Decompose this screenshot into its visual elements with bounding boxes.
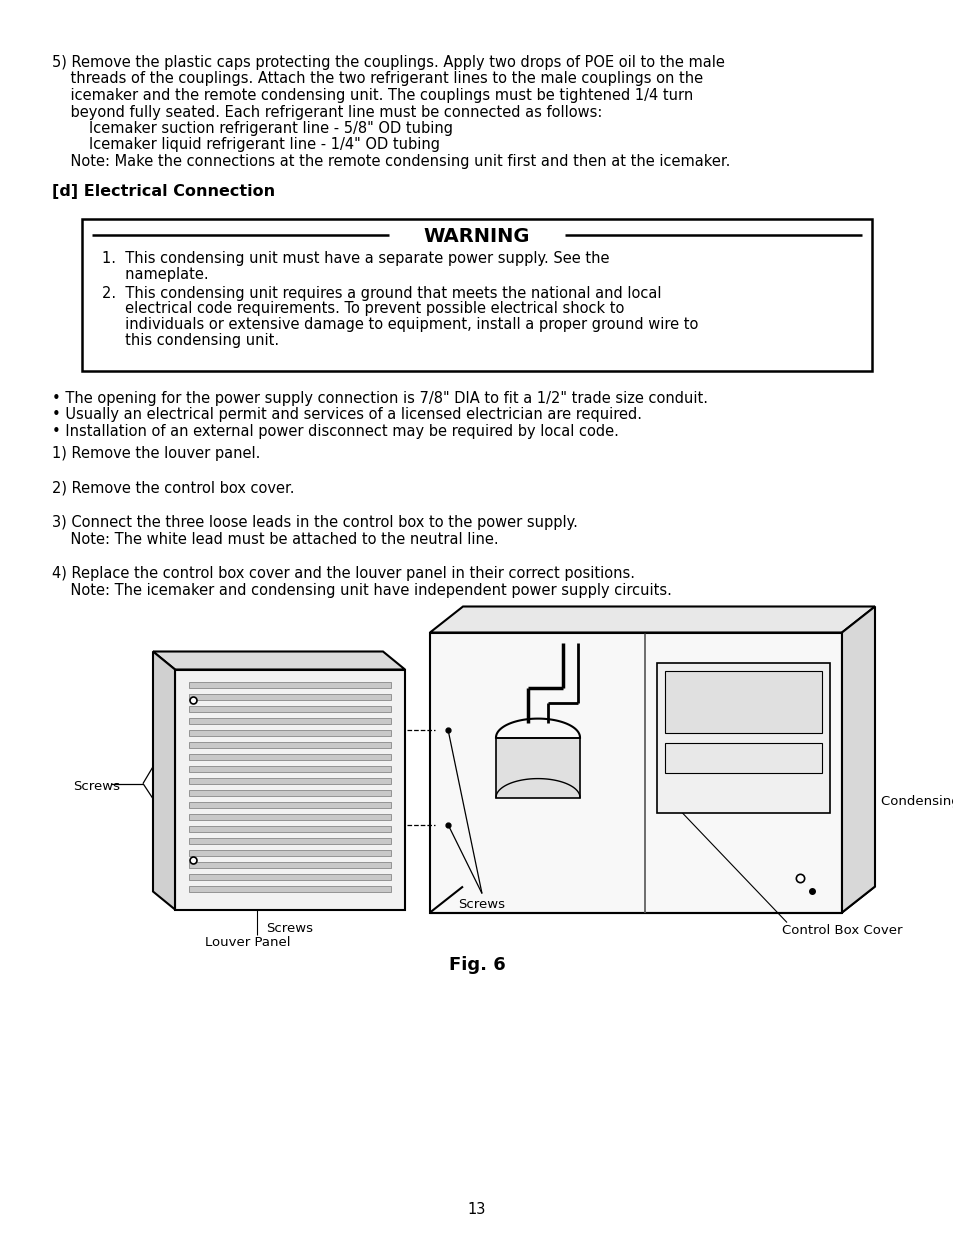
Text: Icemaker liquid refrigerant line - 1/4" OD tubing: Icemaker liquid refrigerant line - 1/4" … — [52, 137, 439, 152]
Text: electrical code requirements. To prevent possible electrical shock to: electrical code requirements. To prevent… — [102, 301, 623, 316]
Bar — [189, 850, 391, 856]
Text: 2.  This condensing unit requires a ground that meets the national and local: 2. This condensing unit requires a groun… — [102, 287, 660, 301]
Bar — [189, 730, 391, 736]
Text: [d] Electrical Connection: [d] Electrical Connection — [52, 184, 274, 199]
Bar — [189, 753, 391, 760]
Bar — [189, 682, 391, 688]
Bar — [189, 789, 391, 797]
Text: Screws: Screws — [73, 779, 120, 793]
Text: 4) Replace the control box cover and the louver panel in their correct positions: 4) Replace the control box cover and the… — [52, 566, 635, 580]
Bar — [189, 825, 391, 832]
Text: • The opening for the power supply connection is 7/8" DIA to fit a 1/2" trade si: • The opening for the power supply conne… — [52, 391, 707, 406]
Text: 1) Remove the louver panel.: 1) Remove the louver panel. — [52, 446, 260, 461]
Bar — [189, 885, 391, 892]
Bar — [657, 662, 829, 813]
Text: Louver Panel: Louver Panel — [205, 936, 291, 950]
Text: nameplate.: nameplate. — [102, 267, 209, 282]
Bar — [664, 742, 821, 773]
Bar — [496, 737, 579, 798]
Text: Note: The white lead must be attached to the neutral line.: Note: The white lead must be attached to… — [52, 531, 498, 547]
Bar — [430, 632, 841, 913]
Text: 3) Connect the three loose leads in the control box to the power supply.: 3) Connect the three loose leads in the … — [52, 515, 578, 530]
Bar — [189, 705, 391, 713]
Text: 13: 13 — [467, 1202, 486, 1216]
Bar — [189, 778, 391, 784]
Bar — [189, 741, 391, 748]
Bar — [189, 694, 391, 700]
Text: Note: The icemaker and condensing unit have independent power supply circuits.: Note: The icemaker and condensing unit h… — [52, 583, 671, 598]
Text: threads of the couplings. Attach the two refrigerant lines to the male couplings: threads of the couplings. Attach the two… — [52, 72, 702, 86]
Text: Fig. 6: Fig. 6 — [448, 956, 505, 974]
Bar — [189, 802, 391, 808]
Text: Screws: Screws — [458, 898, 505, 910]
Text: • Usually an electrical permit and services of a licensed electrician are requir: • Usually an electrical permit and servi… — [52, 408, 641, 422]
Bar — [664, 671, 821, 732]
Text: 1.  This condensing unit must have a separate power supply. See the: 1. This condensing unit must have a sepa… — [102, 251, 609, 266]
Bar — [189, 862, 391, 868]
Bar — [189, 873, 391, 881]
Bar — [189, 718, 391, 724]
Polygon shape — [152, 652, 405, 669]
Polygon shape — [152, 652, 174, 909]
Polygon shape — [430, 606, 874, 632]
Text: Screws: Screws — [266, 921, 314, 935]
Text: Condensing Unit: Condensing Unit — [880, 794, 953, 808]
Bar — [189, 766, 391, 772]
Bar — [82, 219, 871, 370]
Text: Icemaker suction refrigerant line - 5/8" OD tubing: Icemaker suction refrigerant line - 5/8"… — [52, 121, 453, 136]
Bar — [174, 669, 405, 909]
Text: Control Box Cover: Control Box Cover — [781, 925, 902, 937]
Text: this condensing unit.: this condensing unit. — [102, 332, 279, 347]
Text: icemaker and the remote condensing unit. The couplings must be tightened 1/4 tur: icemaker and the remote condensing unit.… — [52, 88, 693, 103]
Text: Note: Make the connections at the remote condensing unit first and then at the i: Note: Make the connections at the remote… — [52, 154, 730, 169]
Text: 5) Remove the plastic caps protecting the couplings. Apply two drops of POE oil : 5) Remove the plastic caps protecting th… — [52, 56, 724, 70]
Bar — [189, 814, 391, 820]
Text: • Installation of an external power disconnect may be required by local code.: • Installation of an external power disc… — [52, 424, 618, 438]
Text: beyond fully seated. Each refrigerant line must be connected as follows:: beyond fully seated. Each refrigerant li… — [52, 105, 601, 120]
Text: WARNING: WARNING — [423, 227, 530, 247]
Text: 2) Remove the control box cover.: 2) Remove the control box cover. — [52, 480, 294, 495]
Polygon shape — [841, 606, 874, 913]
Text: individuals or extensive damage to equipment, install a proper ground wire to: individuals or extensive damage to equip… — [102, 317, 698, 332]
Bar — [189, 837, 391, 844]
